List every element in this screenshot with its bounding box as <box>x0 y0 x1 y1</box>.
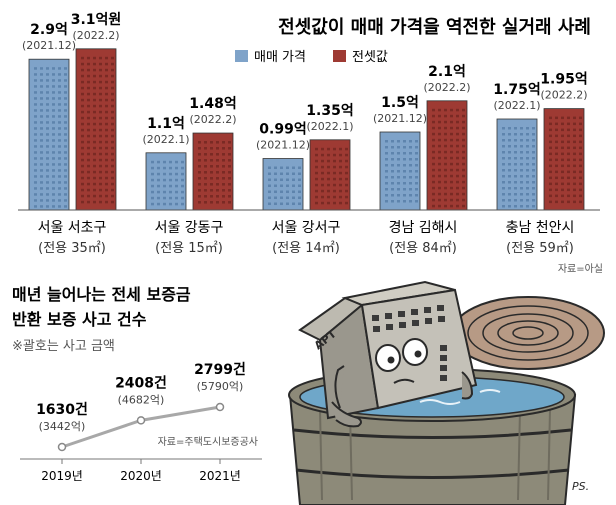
line-amount-label: (5790억) <box>197 380 244 393</box>
category-area-label: (전용 14㎡) <box>272 241 340 256</box>
bar-chart: 전셋값이 매매 가격을 역전한 실거래 사례 매매 가격 전셋값 2.9억(20… <box>18 12 603 275</box>
bar-jeonse-3 <box>426 100 468 211</box>
bar-value-label: 3.1억원 <box>71 12 122 28</box>
category-area-label: (전용 59㎡) <box>506 241 574 256</box>
bar-value-label: 2.1억 <box>428 64 466 80</box>
x-tick-label: 2020년 <box>120 469 162 483</box>
line-amount-label: (3442억) <box>39 420 86 433</box>
line-chart-title-line1: 매년 늘어나는 전세 보증금 <box>12 285 191 304</box>
mouth <box>393 378 415 384</box>
line-value-label: 1630건 <box>36 401 88 418</box>
bar-date-label: (2021.12) <box>373 112 427 125</box>
bar-date-label: (2022.2) <box>72 29 119 42</box>
category-area-label: (전용 35㎡) <box>38 241 106 256</box>
bar-date-label: (2021.12) <box>22 39 76 52</box>
bars-group: 2.9억(2021.12)3.1억원(2022.2)1.1억(2022.1)1.… <box>22 12 588 211</box>
bar-value-label: 1.75억 <box>493 82 540 98</box>
bar-date-label: (2022.2) <box>189 113 236 126</box>
building-windows <box>372 305 447 381</box>
category-label: 충남 천안시 <box>506 220 575 236</box>
bar-value-label: 1.1억 <box>147 116 185 132</box>
legend-label-sale: 매매 가격 <box>254 50 306 65</box>
bar-sale-0 <box>28 58 70 211</box>
line-point <box>215 402 225 412</box>
bar-sale-3 <box>379 131 421 211</box>
bar-date-label: (2022.1) <box>142 133 189 146</box>
line-points: 1630건 (3442억) 2408건 (4682억) 2799건 (5790억) <box>36 361 246 452</box>
apartment-character: APT <box>298 280 478 428</box>
category-labels: 서울 서초구 (전용 35㎡) 서울 강동구 (전용 15㎡) 서울 강서구 (전용 14… <box>38 220 575 256</box>
category-area-label: (전용 15㎡) <box>155 241 223 256</box>
left-arm <box>334 365 345 409</box>
bar-value-label: 1.35억 <box>306 103 353 119</box>
x-ticks: 2019년 2020년 2021년 <box>41 459 241 483</box>
bar-value-label: 1.95억 <box>540 72 587 88</box>
bar-jeonse-2 <box>309 139 351 211</box>
legend-label-jeonse: 전셋값 <box>352 50 388 65</box>
bar-jeonse-4 <box>543 108 585 211</box>
left-hand <box>331 401 362 428</box>
bar-sale-4 <box>496 118 538 211</box>
cartoon-illustration: APT PS. <box>288 280 605 505</box>
left-eye <box>375 344 401 372</box>
bar-chart-source: 자료=아실 <box>558 263 603 275</box>
bar-date-label: (2022.1) <box>493 99 540 112</box>
x-tick-label: 2019년 <box>41 469 83 483</box>
category-area-label: (전용 84㎡) <box>389 241 457 256</box>
bar-date-label: (2021.12) <box>256 139 310 152</box>
line-chart: 매년 늘어나는 전세 보증금 반환 보증 사고 건수 ※괄호는 사고 금액 20… <box>12 285 262 483</box>
artist-signature: PS. <box>572 480 589 493</box>
line-value-label: 2799건 <box>194 361 246 378</box>
category-label: 서울 강서구 <box>272 220 341 236</box>
bar-value-label: 1.48억 <box>189 96 236 112</box>
right-hand <box>461 371 474 400</box>
bar-sale-1 <box>145 152 187 211</box>
right-eye <box>402 338 428 366</box>
line-chart-note: ※괄호는 사고 금액 <box>12 339 115 354</box>
bar-date-label: (2022.1) <box>306 120 353 133</box>
bar-chart-title: 전셋값이 매매 가격을 역전한 실거래 사례 <box>278 17 591 38</box>
bar-jeonse-0 <box>75 48 117 211</box>
line-amount-label: (4682억) <box>118 393 165 406</box>
category-label: 서울 서초구 <box>38 220 107 236</box>
barrel-lid <box>451 296 605 370</box>
bar-value-label: 1.5억 <box>381 95 419 111</box>
bar-date-label: (2022.2) <box>540 89 587 102</box>
line-point <box>57 442 67 452</box>
line-chart-title-line2: 반환 보증 사고 건수 <box>12 310 147 329</box>
line-chart-source: 자료=주택도시보증공사 <box>158 436 258 448</box>
bar-jeonse-1 <box>192 132 234 211</box>
bar-value-label: 2.9억 <box>30 22 68 38</box>
legend-swatch-sale <box>235 50 248 62</box>
legend-swatch-jeonse <box>333 50 346 62</box>
line-point <box>136 416 146 425</box>
category-label: 서울 강동구 <box>155 220 224 236</box>
x-tick-label: 2021년 <box>199 469 241 483</box>
bar-sale-2 <box>262 158 304 211</box>
legend: 매매 가격 전셋값 <box>235 50 388 65</box>
bar-date-label: (2022.2) <box>423 81 470 94</box>
bar-value-label: 0.99억 <box>259 122 306 138</box>
line-value-label: 2408건 <box>115 374 167 391</box>
category-label: 경남 김해시 <box>389 220 458 236</box>
